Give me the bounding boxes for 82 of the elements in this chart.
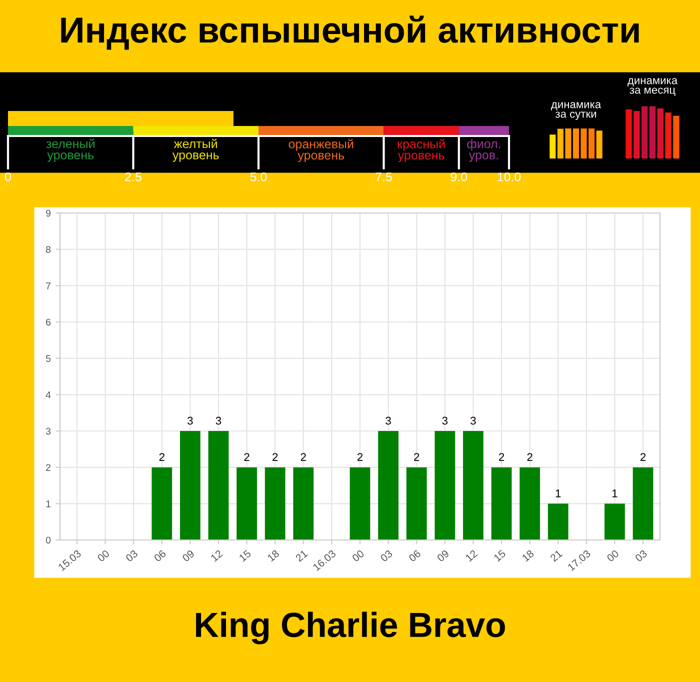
- data-label: 2: [300, 453, 306, 461]
- data-label: 2: [640, 453, 646, 461]
- y-tick-label: 1: [46, 500, 50, 508]
- chart-title: динамика за месяц: [628, 78, 678, 96]
- y-tick-label: 7: [46, 282, 50, 290]
- bar: [378, 431, 398, 540]
- bar: [657, 108, 664, 159]
- bar: [264, 467, 286, 540]
- bar: [634, 110, 640, 159]
- x-tick-label: 09: [182, 550, 195, 562]
- bar: [406, 467, 427, 540]
- x-tick-label: 12: [210, 550, 223, 562]
- x-tick-label: 03: [125, 550, 138, 562]
- y-tick-label: 6: [46, 318, 51, 326]
- x-tick-label: 7.5: [376, 172, 392, 182]
- x-tick-label: 09: [436, 550, 450, 562]
- data-label: 2: [498, 453, 504, 461]
- bar: [208, 431, 229, 540]
- bar: [463, 431, 484, 540]
- band-label: зеленый уровень: [46, 138, 94, 162]
- bar: [665, 112, 672, 159]
- x-tick-label: 5.0: [250, 172, 267, 182]
- y-tick-label: 9: [46, 210, 51, 217]
- bar: [673, 116, 680, 159]
- x-tick-label: 21: [550, 550, 563, 562]
- bar: [626, 109, 632, 159]
- band-label: оранжевый уровень: [288, 139, 354, 162]
- x-tick-label: 0: [5, 172, 11, 182]
- bar: [180, 431, 200, 540]
- y-tick-label: 4: [46, 392, 51, 398]
- x-tick-label: 06: [408, 550, 422, 562]
- bar: [293, 467, 314, 540]
- y-tick-label: 2: [46, 464, 50, 471]
- y-tick-label: 8: [46, 246, 51, 253]
- y-tick-label: 0: [46, 536, 51, 544]
- bar: [641, 106, 648, 159]
- band-label: желтый уровень: [172, 138, 219, 162]
- x-tick-label: 18: [522, 550, 534, 562]
- x-tick-label: 03: [634, 550, 648, 562]
- bar: [604, 504, 625, 540]
- bar: [152, 467, 172, 540]
- x-tick-label: 9.0: [450, 172, 468, 182]
- data-label: 3: [470, 416, 476, 425]
- x-tick-label: 00: [96, 550, 110, 562]
- data-label: 3: [188, 416, 193, 425]
- data-label: 1: [612, 490, 618, 498]
- x-tick-label: 10.0: [498, 172, 521, 182]
- data-label: 1: [556, 490, 561, 498]
- x-tick-label: 00: [352, 550, 365, 562]
- x-tick-label: 03: [380, 550, 393, 562]
- data-label: 2: [527, 453, 532, 461]
- x-tick-label: 06: [154, 550, 166, 562]
- data-label: 3: [442, 416, 448, 425]
- bar: [434, 431, 456, 540]
- text: King Charlie Bravo: [196, 612, 505, 644]
- data-label: 2: [159, 453, 164, 461]
- data-label: 3: [386, 416, 391, 425]
- bar: [548, 504, 568, 540]
- y-tick-label: 3: [46, 428, 51, 435]
- data-label: 3: [216, 416, 222, 425]
- bar: [632, 467, 654, 540]
- x-tick-label: 12: [465, 550, 478, 562]
- data-label: 2: [272, 453, 278, 461]
- data-label: 2: [357, 453, 363, 461]
- data-label: 2: [414, 453, 420, 461]
- bar: [491, 467, 512, 540]
- y-tick-label: 5: [46, 355, 51, 362]
- x-tick-label: 21: [295, 550, 308, 562]
- x-tick-label: 00: [606, 550, 620, 562]
- x-tick-label: 18: [267, 550, 280, 562]
- bar: [350, 467, 370, 540]
- x-tick-label: 2.5: [125, 172, 142, 182]
- chart-title: динамика за сутки: [551, 102, 602, 120]
- data-label: 2: [244, 453, 250, 461]
- x-tick-label: 15: [238, 550, 252, 562]
- chart-title: Индекс вспышечной активности: [61, 16, 639, 50]
- band-label: красный уровень: [398, 139, 445, 162]
- x-tick-label: 15: [493, 550, 506, 562]
- band-label: фиол. уров.: [467, 139, 500, 162]
- bar: [236, 467, 257, 540]
- bar: [520, 467, 540, 540]
- bar: [649, 106, 656, 159]
